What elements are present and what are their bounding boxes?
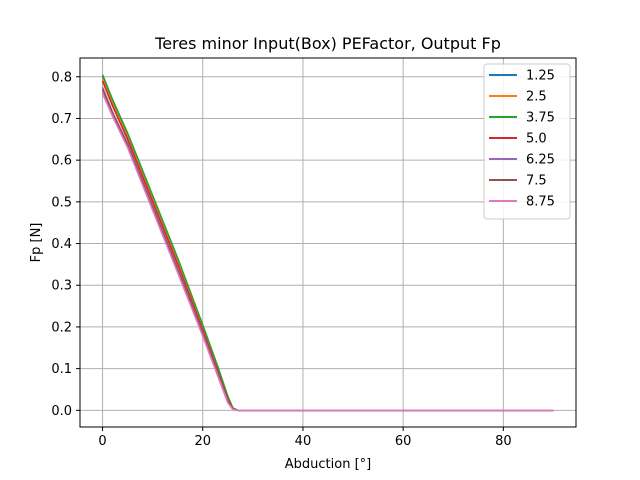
y-axis-label: Fp [N] [29,223,44,263]
y-tick-label: 0.0 [51,404,72,419]
series-line-8.75 [101,93,554,412]
x-tick-label: 0 [98,434,106,449]
chart-title: Teres minor Input(Box) PEFactor, Output … [154,34,501,53]
x-ticks: 0 20 40 60 80 [98,427,512,449]
y-tick-label: 0.6 [51,154,72,169]
y-ticks: 0.0 0.1 0.2 0.3 0.4 0.5 0.6 0.7 0.8 [51,70,80,419]
x-tick-label: 20 [194,434,211,449]
x-axis-label: Abduction [°] [285,457,371,472]
legend-label: 8.75 [526,195,555,210]
plot-frame [79,57,577,428]
legend-label: 1.25 [526,69,555,84]
legend: 1.25 2.5 3.75 5.0 6.25 7.5 8.75 [483,63,571,220]
x-tick-label: 80 [495,434,512,449]
legend-label: 2.5 [526,90,547,105]
y-tick-label: 0.5 [51,195,72,210]
y-tick-label: 0.4 [51,237,72,252]
y-tick-label: 0.7 [51,112,72,127]
y-tick-label: 0.8 [51,70,72,85]
legend-label: 7.5 [526,174,547,189]
y-tick-label: 0.3 [51,279,72,294]
legend-label: 6.25 [526,153,555,168]
legend-label: 5.0 [526,132,547,147]
x-tick-label: 40 [295,434,312,449]
y-tick-label: 0.1 [51,362,72,377]
y-tick-label: 0.2 [51,320,72,335]
x-tick-label: 60 [395,434,412,449]
legend-label: 3.75 [526,111,555,126]
series-lines [101,74,554,412]
